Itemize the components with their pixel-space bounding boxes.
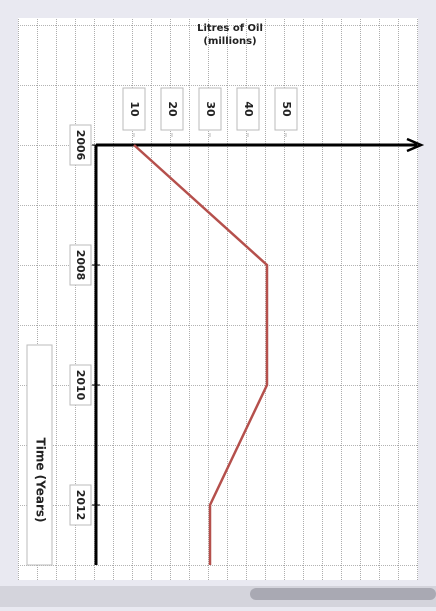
y-tick-label: 20 (166, 101, 179, 117)
x-tick-label: 2010 (74, 370, 87, 401)
y-tick-label: 30 (204, 101, 217, 117)
x-axis-label: Time (Years) (34, 438, 48, 523)
x-tick-box (69, 244, 92, 286)
x-tick-box (69, 484, 92, 526)
y-tick-label: 10 (128, 101, 141, 117)
data-line (133, 144, 269, 565)
y-tick-label: 40 (242, 101, 255, 117)
y-tick-box (160, 87, 184, 131)
x-tick-box (69, 364, 92, 406)
x-tick-label: 2008 (74, 250, 87, 281)
x-tick-box (69, 124, 92, 166)
axis-arrow (406, 137, 425, 153)
x-tick-label: 2012 (74, 490, 87, 521)
x-label-box (26, 344, 53, 566)
scrollbar-thumb[interactable] (250, 588, 436, 600)
y-tick-box (236, 87, 260, 131)
y-tick-label: 50 (280, 101, 293, 117)
y-tick-box (122, 87, 146, 131)
x-tick-label: 2006 (74, 130, 87, 161)
y-tick-box (274, 87, 298, 131)
y-axis-label: Litres of Oil (millions) (197, 23, 263, 47)
y-tick-box (198, 87, 222, 131)
